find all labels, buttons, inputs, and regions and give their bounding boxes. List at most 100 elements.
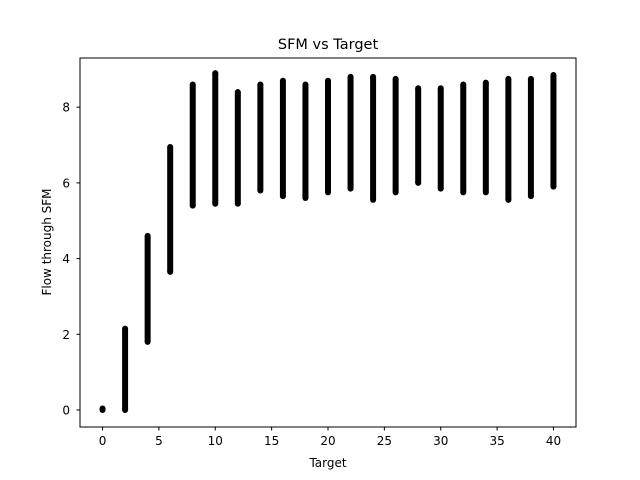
point-column bbox=[392, 75, 399, 196]
data-point bbox=[99, 405, 106, 412]
point-column bbox=[189, 81, 196, 209]
point-column-body bbox=[302, 84, 309, 199]
point-column bbox=[234, 89, 241, 207]
point-column-body bbox=[482, 82, 489, 193]
data-point bbox=[437, 85, 444, 92]
data-point bbox=[279, 193, 286, 200]
y-tick-label: 6 bbox=[62, 176, 70, 190]
point-column-body bbox=[189, 84, 196, 206]
data-point bbox=[505, 75, 512, 82]
x-tick-label: 35 bbox=[489, 434, 504, 448]
point-column bbox=[144, 232, 151, 345]
point-column bbox=[370, 73, 377, 203]
data-point bbox=[144, 338, 151, 345]
data-point bbox=[527, 75, 534, 82]
data-point bbox=[392, 75, 399, 82]
data-point bbox=[325, 77, 331, 84]
data-point bbox=[167, 143, 174, 150]
data-point bbox=[167, 268, 174, 275]
point-column bbox=[167, 143, 174, 275]
point-column-body bbox=[325, 80, 331, 193]
point-column-body bbox=[392, 78, 399, 193]
y-axis-ticks: 0 2 4 6 8 bbox=[62, 101, 80, 417]
data-point bbox=[302, 81, 309, 88]
x-tick-label: 25 bbox=[377, 434, 392, 448]
data-point bbox=[325, 189, 331, 196]
point-column bbox=[550, 72, 557, 190]
data-point bbox=[234, 89, 241, 96]
x-tick-label: 20 bbox=[320, 434, 335, 448]
point-column-body bbox=[122, 328, 129, 410]
point-column bbox=[325, 77, 331, 196]
y-tick-label: 0 bbox=[62, 403, 70, 417]
point-column-body bbox=[257, 84, 264, 191]
data-point bbox=[144, 232, 151, 239]
y-tick-label: 2 bbox=[62, 328, 70, 342]
point-column bbox=[482, 79, 489, 196]
data-point bbox=[122, 406, 129, 413]
point-column-body bbox=[347, 76, 354, 189]
data-point bbox=[550, 72, 557, 79]
point-column-body bbox=[279, 80, 286, 197]
point-column bbox=[302, 81, 309, 202]
data-point bbox=[415, 179, 422, 186]
data-point bbox=[279, 77, 286, 84]
data-point bbox=[347, 73, 354, 80]
data-point bbox=[189, 202, 196, 209]
point-column bbox=[257, 81, 264, 194]
point-column bbox=[527, 75, 534, 200]
point-column bbox=[415, 85, 422, 186]
x-tick-label: 15 bbox=[264, 434, 279, 448]
point-column-body bbox=[234, 92, 241, 204]
data-point bbox=[460, 81, 467, 88]
chart-title: SFM vs Target bbox=[278, 37, 379, 53]
point-column-body bbox=[437, 88, 444, 189]
data-point bbox=[392, 189, 399, 196]
x-axis-ticks: 0 5 10 15 20 25 30 35 40 bbox=[99, 427, 561, 448]
point-column-body bbox=[212, 73, 219, 204]
point-column-body bbox=[167, 146, 174, 272]
point-column bbox=[505, 75, 512, 203]
point-column-body bbox=[505, 78, 512, 200]
data-point bbox=[189, 81, 196, 88]
y-axis-label: Flow through SFM bbox=[40, 188, 54, 295]
data-point bbox=[505, 196, 512, 203]
data-point bbox=[122, 325, 129, 332]
data-point bbox=[437, 185, 444, 192]
data-point bbox=[234, 200, 241, 207]
point-column bbox=[279, 77, 286, 200]
x-axis-label: Target bbox=[308, 456, 346, 470]
point-column bbox=[437, 85, 444, 192]
point-column bbox=[99, 405, 106, 413]
point-column bbox=[122, 325, 129, 413]
data-point bbox=[370, 73, 377, 80]
data-point bbox=[347, 185, 354, 192]
data-point bbox=[370, 196, 377, 203]
point-column-body bbox=[460, 84, 467, 193]
data-point bbox=[550, 183, 557, 190]
data-point bbox=[257, 187, 264, 194]
data-point bbox=[482, 79, 489, 86]
point-column bbox=[212, 70, 219, 207]
x-tick-label: 10 bbox=[208, 434, 223, 448]
x-tick-label: 40 bbox=[546, 434, 561, 448]
data-point bbox=[460, 189, 467, 196]
point-column bbox=[460, 81, 467, 196]
data-points bbox=[99, 70, 557, 413]
data-point bbox=[415, 85, 422, 92]
data-point bbox=[482, 189, 489, 196]
x-tick-label: 30 bbox=[433, 434, 448, 448]
point-column-body bbox=[370, 76, 377, 200]
x-tick-label: 5 bbox=[155, 434, 163, 448]
data-point bbox=[257, 81, 264, 88]
point-column-body bbox=[527, 78, 534, 197]
y-tick-label: 8 bbox=[62, 101, 70, 115]
point-column bbox=[347, 73, 354, 192]
data-point bbox=[527, 193, 534, 200]
y-tick-label: 4 bbox=[62, 252, 70, 266]
x-tick-label: 0 bbox=[99, 434, 107, 448]
point-column-body bbox=[144, 235, 151, 342]
point-column-body bbox=[550, 75, 557, 187]
data-point bbox=[212, 70, 219, 77]
